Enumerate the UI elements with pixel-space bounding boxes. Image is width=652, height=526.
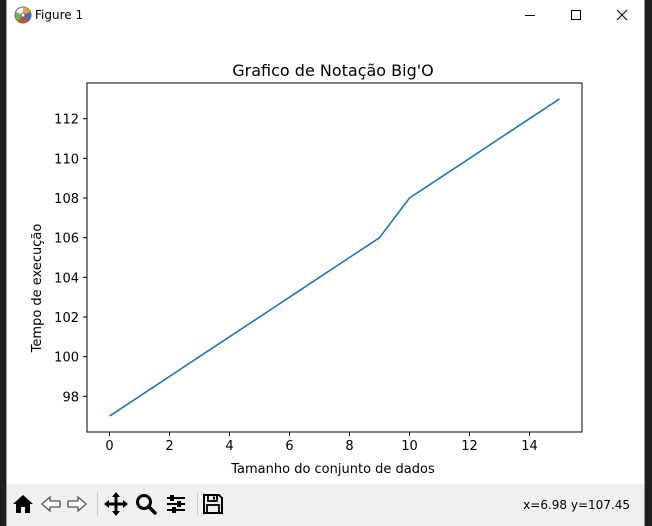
y-tick-label: 106 — [54, 232, 79, 247]
forward-button[interactable] — [63, 490, 91, 518]
home-button[interactable] — [9, 490, 37, 518]
x-tick-label: 6 — [285, 439, 293, 454]
y-tick-label: 102 — [54, 311, 79, 326]
y-tick-label: 100 — [54, 351, 79, 366]
move-icon — [104, 492, 128, 516]
series-line — [109, 98, 560, 417]
home-icon — [13, 495, 33, 513]
toolbar-separator — [97, 492, 98, 516]
back-button[interactable] — [37, 490, 65, 518]
y-tick-label: 98 — [62, 390, 79, 405]
zoom-button[interactable] — [132, 490, 160, 518]
sliders-icon — [167, 495, 185, 513]
close-icon — [616, 9, 628, 21]
toolbar-separator — [197, 492, 198, 516]
cursor-coordinates: x=6.98 y=107.45 — [523, 498, 630, 512]
navigation-toolbar: x=6.98 y=107.45 — [7, 484, 644, 526]
arrow-left-icon — [41, 495, 61, 513]
chart-title: Grafico de Notação Big'O — [232, 61, 434, 80]
maximize-button[interactable] — [553, 0, 599, 30]
arrow-right-icon — [67, 495, 87, 513]
save-button[interactable] — [199, 490, 227, 518]
window-title: Figure 1 — [35, 8, 84, 22]
x-tick-label: 8 — [345, 439, 353, 454]
y-tick-label: 104 — [54, 271, 79, 286]
minimize-icon — [525, 15, 535, 16]
x-tick-label: 2 — [165, 439, 173, 454]
maximize-icon — [571, 10, 581, 20]
x-axis-label: Tamanho do conjunto de dados — [230, 462, 435, 477]
figure-canvas[interactable]: Grafico de Notação Big'O Tamanho do conj… — [7, 30, 644, 484]
close-button[interactable] — [599, 0, 644, 30]
x-tick-label: 0 — [105, 439, 113, 454]
x-tick-label: 4 — [225, 439, 233, 454]
x-tick-label: 14 — [521, 439, 538, 454]
x-tick-label: 12 — [461, 439, 478, 454]
y-tick-label: 108 — [54, 192, 79, 207]
matplotlib-figure-icon — [13, 5, 33, 25]
y-tick-label: 110 — [54, 152, 79, 167]
pan-button[interactable] — [102, 490, 130, 518]
line-chart[interactable]: Grafico de Notação Big'O Tamanho do conj… — [7, 30, 644, 484]
y-tick-label: 112 — [54, 113, 79, 128]
title-bar[interactable]: Figure 1 — [7, 0, 644, 30]
axes-frame — [86, 82, 583, 433]
figure-window: Figure 1 Grafico de Notação Big'O Tamanh… — [7, 0, 644, 526]
configure-subplots-button[interactable] — [162, 490, 190, 518]
magnifier-icon — [136, 494, 157, 515]
x-tick-label: 10 — [401, 439, 418, 454]
minimize-button[interactable] — [507, 0, 553, 30]
y-axis-label: Tempo de execução — [30, 224, 45, 354]
floppy-disk-icon — [203, 494, 223, 514]
